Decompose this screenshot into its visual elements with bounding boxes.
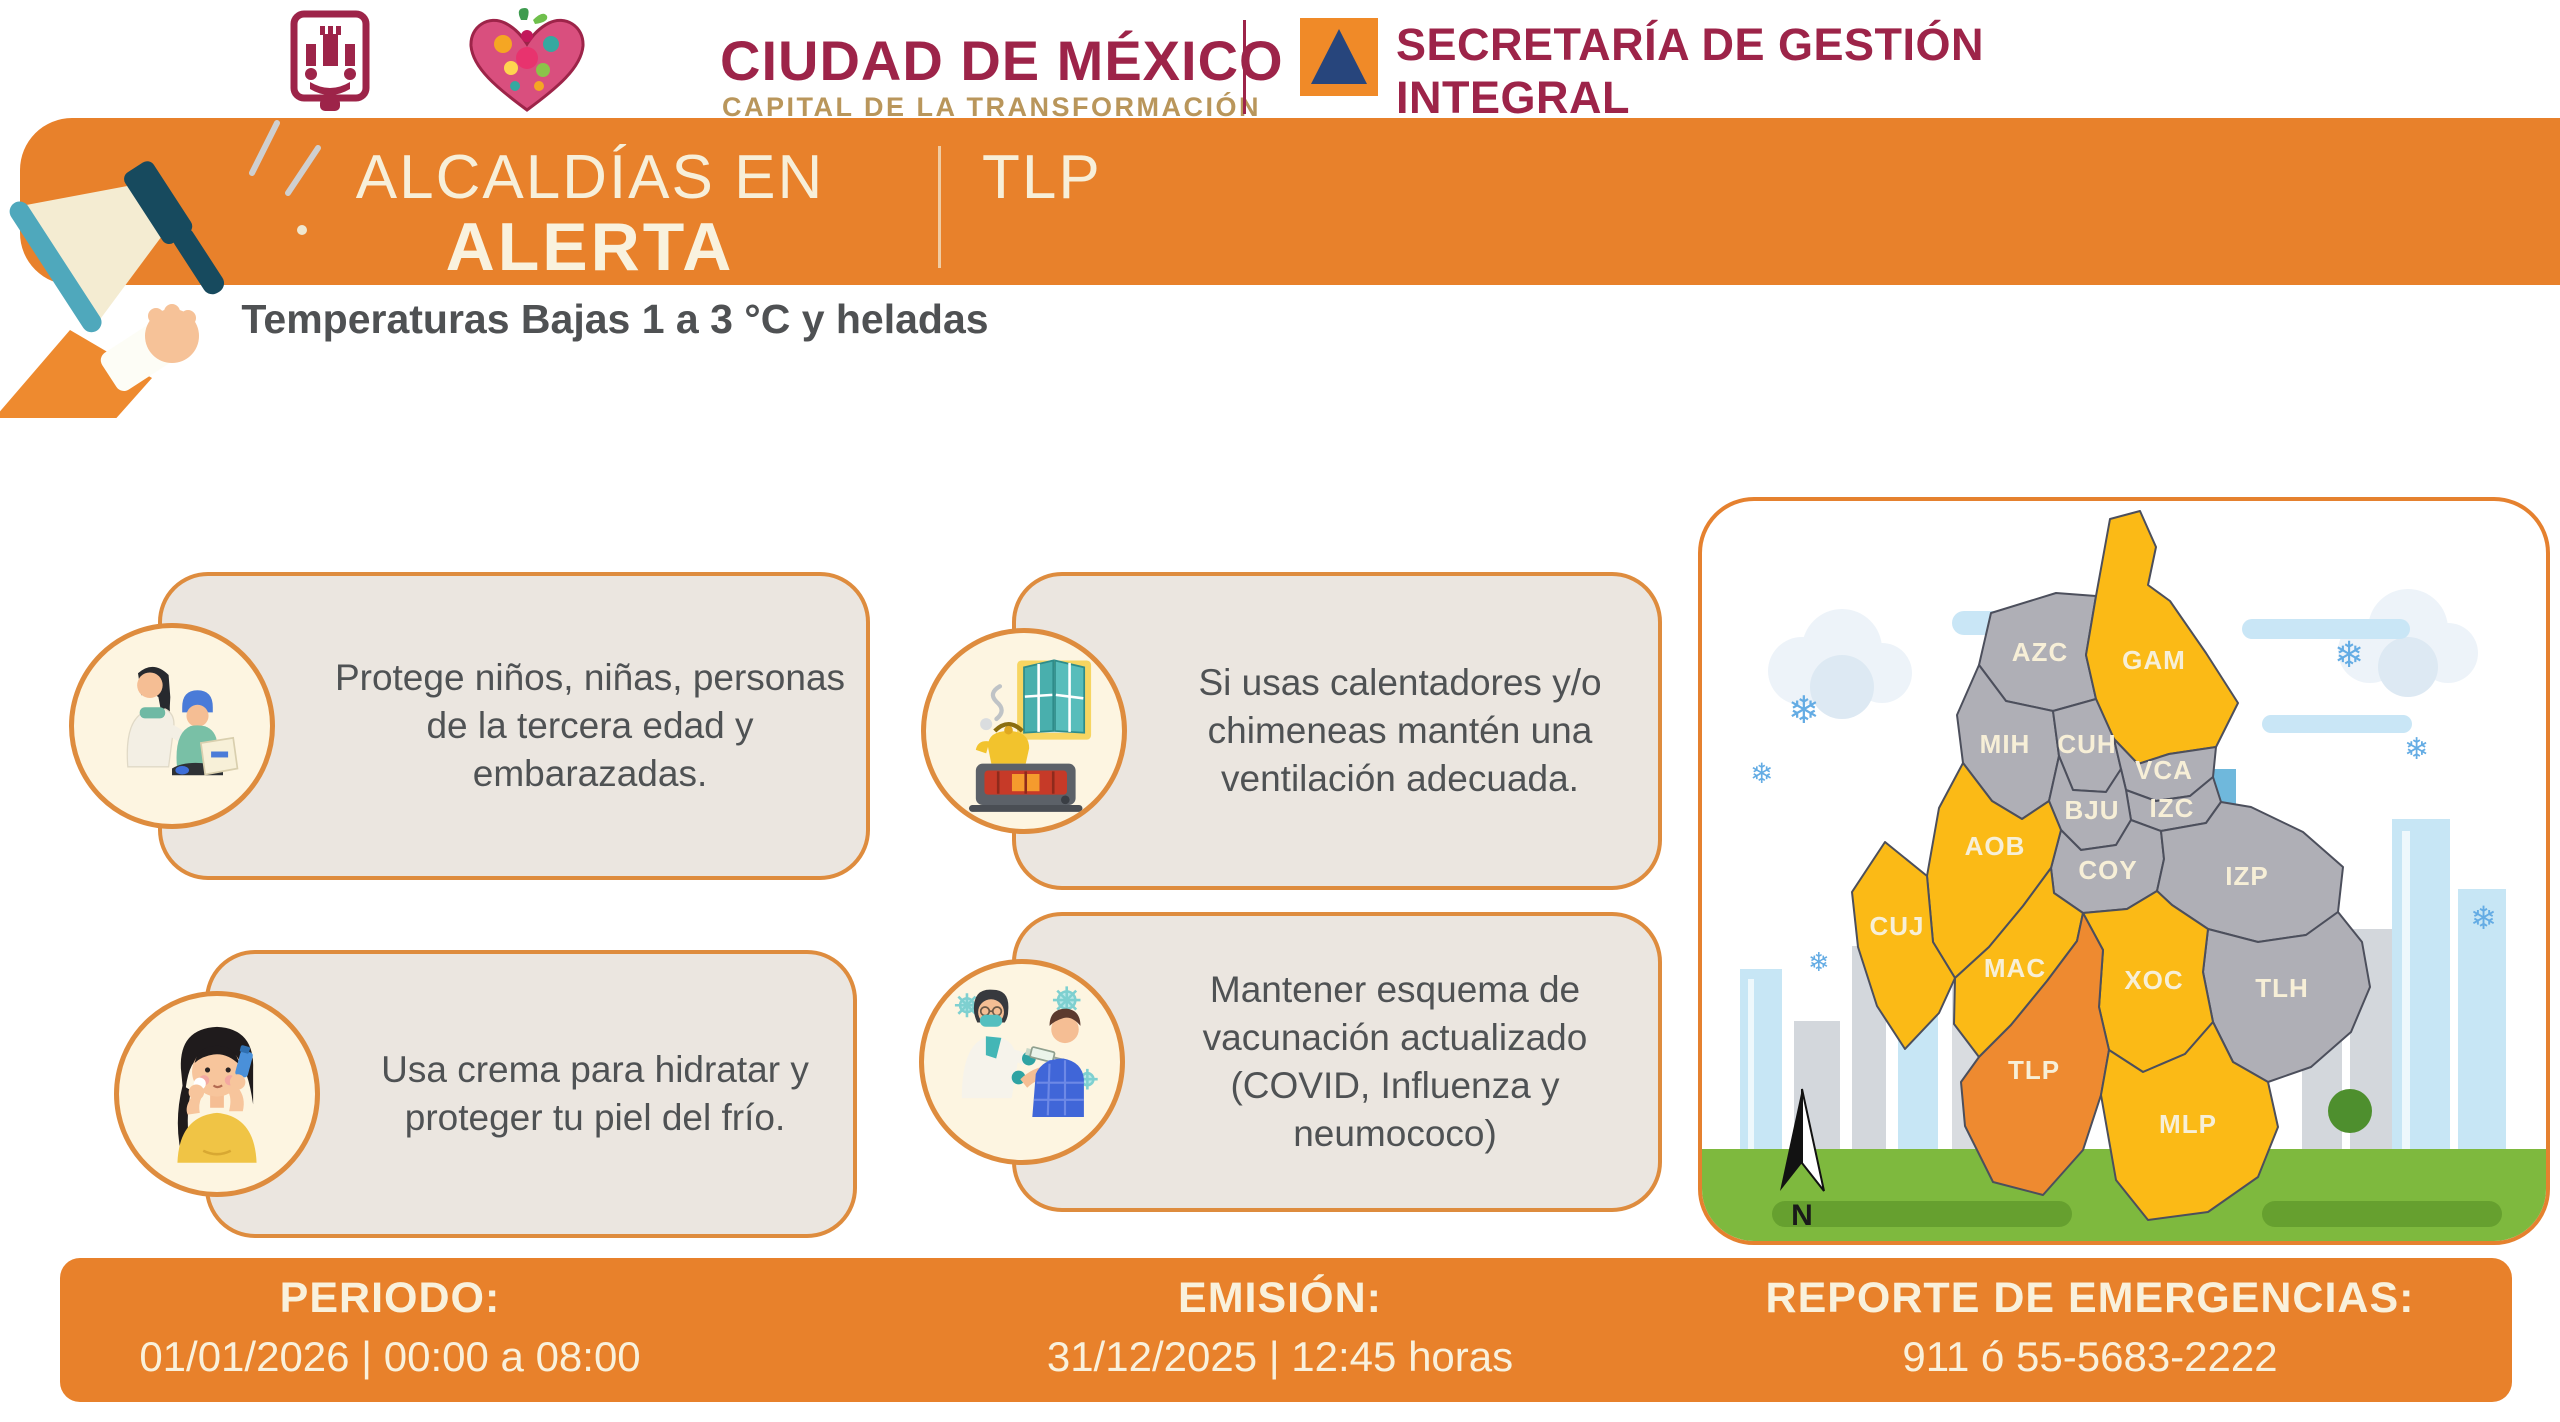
region-label: VCA <box>2135 755 2193 785</box>
snowflake-icon: ❄ <box>2404 732 2429 767</box>
banner-divider <box>938 146 941 268</box>
secretariat-line1: SECRETARÍA DE GESTIÓN INTEGRAL <box>1396 19 1985 124</box>
skin-cream-icon <box>177 1026 257 1163</box>
card-protect-people-circle <box>69 623 275 829</box>
vaccination-icon <box>954 986 1098 1118</box>
card-protect-people <box>158 572 870 880</box>
card-heater-text: Si usas calentadores y/o chimeneas manté… <box>1198 661 1602 800</box>
north-arrow-icon: N <box>1780 1088 1825 1232</box>
city-subtitle: CAPITAL DE LA TRANSFORMACIÓN <box>722 92 1261 122</box>
card-cream-circle <box>114 991 320 1197</box>
region-label: TLH <box>2255 973 2309 1003</box>
region-label: CUJ <box>1869 911 1924 941</box>
heater-ventilation-icon <box>968 659 1092 812</box>
proteccion-civil-logo <box>1300 18 1378 96</box>
emision-label: EMISIÓN: <box>1178 1274 1382 1322</box>
reporte-label: REPORTE DE EMERGENCIAS: <box>1765 1274 2415 1322</box>
alcaldias-map-panel: ❄ ❄ ❄ ❄ ❄ ❄ <box>1698 497 2550 1245</box>
region-label: COY <box>2078 855 2137 885</box>
protect-people-icon <box>126 666 239 776</box>
card-cream-text: Usa crema para hidratar y proteger tu pi… <box>381 1048 809 1138</box>
snowflake-icon: ❄ <box>2470 899 2497 937</box>
city-title: CIUDAD DE MÉXICO <box>720 29 1284 92</box>
card-protect-people-text: Protege niños, niñas, personas de la ter… <box>334 656 846 795</box>
region-label: CUH <box>2057 729 2116 759</box>
megaphone-icon <box>0 78 360 423</box>
region-label: MIH <box>1980 729 2031 759</box>
region-label: TLP <box>2008 1055 2060 1085</box>
alert-banner <box>20 118 2560 285</box>
region-label: GAM <box>2122 645 2186 675</box>
footer-bar: PERIODO: 01/01/2026 | 00:00 a 08:00 EMIS… <box>60 1258 2512 1402</box>
snowflake-icon: ❄ <box>1788 688 1820 732</box>
card-heater-ventilation <box>1012 572 1662 890</box>
card-heater-circle <box>921 628 1127 834</box>
region-label: XOC <box>2124 965 2183 995</box>
regions <box>1851 510 2371 1221</box>
snowflake-icon: ❄ <box>1750 757 1773 790</box>
region-label: BJU <box>2064 795 2119 825</box>
alcaldias-map: ❄ ❄ ❄ ❄ ❄ ❄ <box>1702 510 2546 1241</box>
snowflake-icon: ❄ <box>1808 948 1830 978</box>
region-MLP <box>2100 1021 2279 1221</box>
banner-alcaldia-code: TLP <box>982 143 1102 212</box>
periodo-value: 01/01/2026 | 00:00 a 08:00 <box>139 1333 641 1380</box>
periodo-label: PERIODO: <box>279 1274 501 1322</box>
footer-periodo: PERIODO: 01/01/2026 | 00:00 a 08:00 <box>80 1274 700 1381</box>
region-label: IZP <box>2225 861 2268 891</box>
footer-reporte: REPORTE DE EMERGENCIAS: 911 ó 55-5683-22… <box>1720 1274 2460 1381</box>
banner-title-line2: ALERTA <box>445 209 735 285</box>
card-vaccination-circle <box>919 959 1125 1165</box>
region-label: IZC <box>2150 793 2195 823</box>
card-vaccination-text: Mantener esquema de vacunación actualiza… <box>1202 968 1588 1155</box>
reporte-value: 911 ó 55-5683-2222 <box>1902 1333 2278 1380</box>
region-label: AZC <box>2012 637 2068 667</box>
footer-emision: EMISIÓN: 31/12/2025 | 12:45 horas <box>960 1274 1600 1381</box>
snowflake-icon: ❄ <box>2334 635 2364 676</box>
snowflake-icons: ❄ ❄ ❄ ❄ ❄ ❄ <box>1750 635 2497 978</box>
region-CUJ <box>1851 841 1956 1050</box>
floral-heart-logo <box>455 6 600 118</box>
north-label: N <box>1791 1199 1813 1232</box>
region-labels: AZC GAM MIH CUH VCA IZC BJU COY IZP TLH … <box>1869 637 2309 1139</box>
region-label: MAC <box>1984 953 2046 983</box>
region-label: AOB <box>1965 831 2026 861</box>
alert-title: Temperaturas Bajas 1 a 3 °C y heladas <box>241 296 989 342</box>
region-label: MLP <box>2159 1109 2217 1139</box>
header-divider <box>1243 20 1246 114</box>
banner-title-line1: ALCALDÍAS EN <box>355 143 825 212</box>
emision-value: 31/12/2025 | 12:45 horas <box>1046 1333 1514 1380</box>
cdmx-shield-logo <box>290 10 370 114</box>
